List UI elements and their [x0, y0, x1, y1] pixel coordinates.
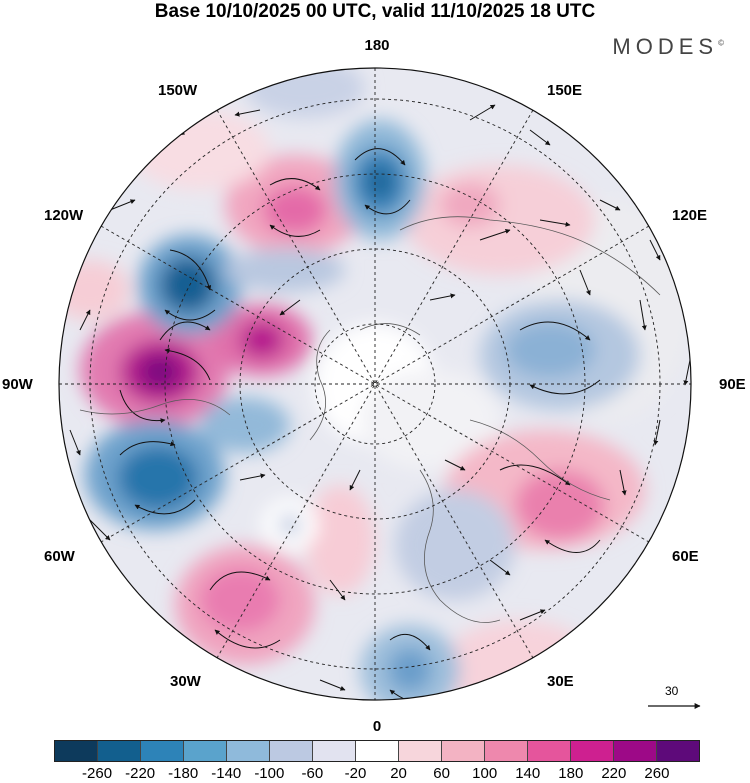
colorbar-tick-label: 180 — [558, 765, 584, 782]
wind-vectors — [69, 104, 691, 700]
lon-label-30e: 30E — [547, 673, 574, 690]
map-title: Base 10/10/2025 00 UTC, valid 11/10/2025… — [154, 1, 596, 22]
colorbar-tick-label: -220 — [125, 765, 156, 782]
lon-label-60e: 60E — [672, 548, 699, 565]
colorbar-tick-label: 140 — [515, 765, 541, 782]
colorbar-swatch — [485, 741, 528, 761]
colorbar-swatch — [399, 741, 442, 761]
colorbar-swatch — [270, 741, 313, 761]
modes-logo: MODES© — [612, 34, 724, 60]
colorbar-tick-label: 220 — [601, 765, 627, 782]
graticule — [59, 68, 691, 700]
colorbar-tick-label: -140 — [211, 765, 242, 782]
lon-label-90e: 90E — [719, 376, 746, 393]
colorbar-tick-label: -100 — [254, 765, 285, 782]
lon-label-60w: 60W — [44, 548, 75, 565]
colorbar-tick-label: -60 — [301, 765, 324, 782]
colorbar — [54, 740, 700, 762]
colorbar-swatch — [313, 741, 356, 761]
brand-mark: © — [718, 38, 724, 48]
colorbar-swatch — [184, 741, 227, 761]
colorbar-tick-label: 60 — [433, 765, 450, 782]
colorbar-tick-label: -20 — [344, 765, 367, 782]
lon-label-180: 180 — [364, 37, 390, 54]
brand-name: MODES — [612, 34, 719, 59]
colorbar-swatch — [442, 741, 485, 761]
colorbar-swatch — [141, 741, 184, 761]
map-boundary — [58, 67, 692, 701]
lon-label-30w: 30W — [170, 673, 201, 690]
lon-label-150w: 150W — [158, 82, 198, 99]
colorbar-tick-label: 260 — [644, 765, 670, 782]
colorbar-tick-label: -260 — [82, 765, 113, 782]
colorbar-swatch — [614, 741, 657, 761]
colorbar-swatch — [98, 741, 141, 761]
colorbar-tick-label: 20 — [390, 765, 407, 782]
colorbar-swatch — [227, 741, 270, 761]
colorbar-tick-label: 100 — [472, 765, 498, 782]
colorbar-swatch — [55, 741, 98, 761]
colorbar-swatch — [356, 741, 399, 761]
colorbar-swatch — [571, 741, 614, 761]
lon-label-0: 0 — [372, 718, 382, 735]
lon-label-120e: 120E — [672, 207, 708, 224]
lon-label-150e: 150E — [547, 82, 583, 99]
lon-label-120w: 120W — [44, 207, 84, 224]
lon-label-90w: 90W — [2, 376, 33, 393]
colorbar-swatch — [657, 741, 699, 761]
colorbar-tick-label: -180 — [168, 765, 199, 782]
coastlines — [79, 216, 661, 623]
colorbar-swatch — [528, 741, 571, 761]
reference-vector-value: 30 — [665, 684, 679, 698]
